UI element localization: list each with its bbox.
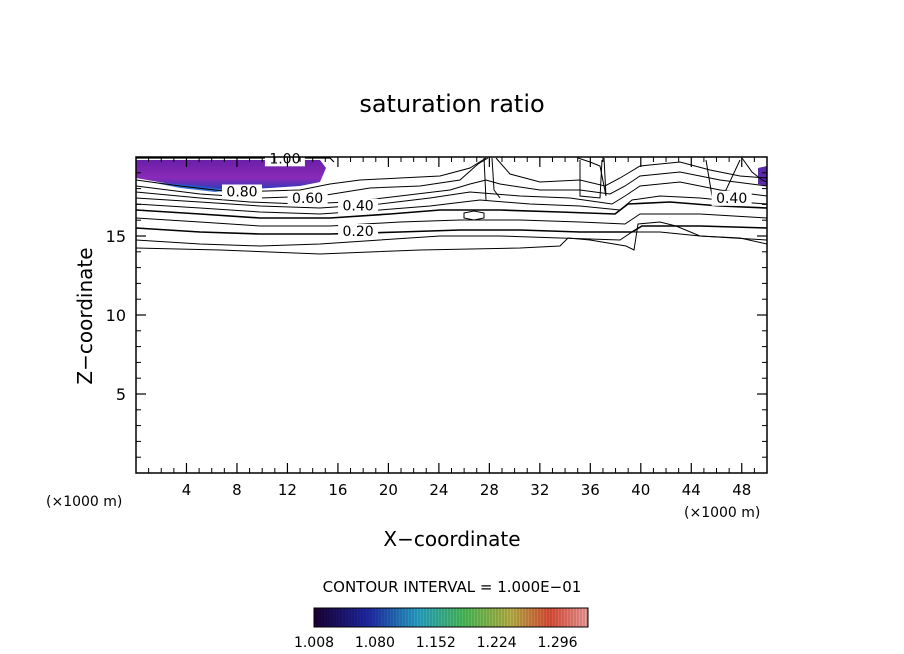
- x-tick-label: 12: [278, 481, 297, 499]
- x-tick-label: 16: [328, 481, 347, 499]
- chart-title: saturation ratio: [359, 90, 544, 118]
- contour-label-bg: [338, 224, 379, 239]
- colorbar-tick-label: 1.224: [477, 635, 517, 651]
- x-tick-label: 36: [581, 481, 600, 499]
- contour-label: 0.60: [292, 191, 323, 207]
- contour-line-090: [136, 157, 487, 193]
- contour-label: 0.20: [343, 224, 374, 240]
- contour-lines: [136, 157, 767, 255]
- contour-labels: 1.00 0.80 0.60 0.40 0.20 0.40: [222, 151, 752, 240]
- y-tick-label: 15: [106, 227, 126, 246]
- colorbar-tick-label: 1.008: [294, 635, 334, 651]
- minor-ticks: [136, 157, 767, 473]
- x-tick-label: 4: [182, 481, 192, 499]
- contour-label-bg: [222, 184, 263, 200]
- contour-label-bg: [338, 198, 379, 214]
- x-tick-label: 28: [480, 481, 499, 499]
- contour-label: 0.80: [226, 185, 257, 201]
- x-axis-ticks: 4 8 12 16 20 24 28 32 36 40 44 48: [182, 157, 751, 499]
- y-tick-label: 5: [116, 385, 126, 404]
- x-unit-right: (×1000 m): [684, 505, 760, 521]
- contour-closed-cell: [463, 210, 485, 221]
- colorbar-tick-label: 1.080: [355, 635, 395, 651]
- contour-line-050: [136, 195, 767, 215]
- contour-label-bg: [287, 190, 328, 206]
- contour-line-030: [136, 213, 767, 227]
- y-tick-label: 10: [106, 306, 126, 325]
- contour-line-080: [136, 157, 767, 199]
- contour-line-020: [136, 225, 767, 235]
- contour-line-010: [136, 231, 767, 247]
- contour-field: [136, 157, 767, 255]
- supersaturation-fill-right: [758, 166, 767, 186]
- x-tick-label: 24: [429, 481, 448, 499]
- x-tick-label: 20: [379, 481, 398, 499]
- colorbar-ticks: 1.008 1.080 1.152 1.224 1.296: [294, 635, 578, 651]
- colorbar-stripes: [316, 608, 588, 627]
- x-tick-label: 8: [232, 481, 242, 499]
- contour-right-edge: [741, 157, 767, 183]
- colorbar: [313, 607, 589, 628]
- contour-interval-text: CONTOUR INTERVAL = 1.000E−01: [323, 578, 582, 596]
- contour-line-000: [136, 221, 767, 255]
- contour-label: 0.40: [716, 191, 747, 207]
- supersaturation-fill-left: [136, 160, 326, 190]
- x-tick-label: 48: [732, 481, 751, 499]
- x-tick-label: 40: [631, 481, 650, 499]
- contour-label: 0.40: [343, 199, 374, 215]
- y-axis-label: Z−coordinate: [73, 247, 97, 384]
- x-unit-left: (×1000 m): [46, 494, 122, 510]
- contour-line-060: [136, 181, 767, 209]
- contour-label-bg: [264, 151, 305, 167]
- x-tick-label: 44: [682, 481, 701, 499]
- contour-line-040: [136, 201, 767, 219]
- colorbar-tick-label: 1.152: [416, 635, 456, 651]
- x-tick-label: 32: [530, 481, 549, 499]
- contour-label: 1.00: [269, 151, 300, 167]
- contour-line-100: [136, 157, 335, 163]
- contour-cell-28: [483, 157, 607, 201]
- x-axis-label: X−coordinate: [383, 527, 520, 551]
- y-axis-ticks: 5 10 15: [106, 227, 767, 404]
- contour-label-bg: [711, 190, 752, 206]
- colorbar-tick-label: 1.296: [538, 635, 578, 651]
